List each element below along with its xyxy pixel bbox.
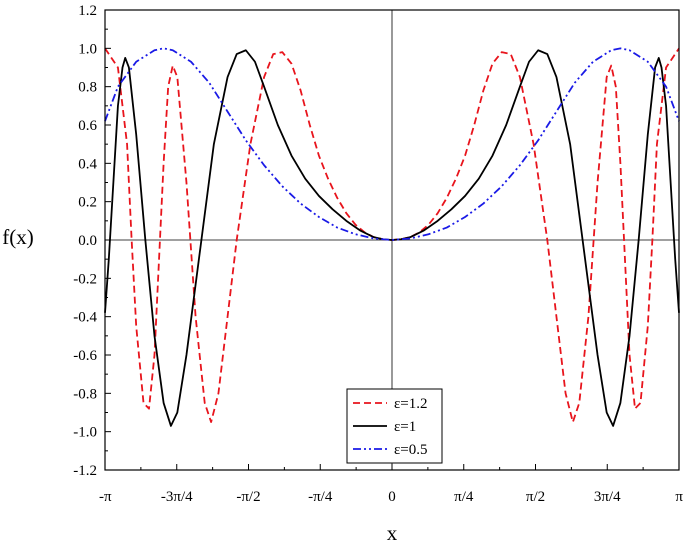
y-tick-label: 0.4 — [78, 156, 97, 172]
y-tick-label: 1.2 — [78, 3, 97, 19]
x-axis-title: x — [387, 521, 398, 545]
x-tick-label: π — [675, 489, 683, 505]
y-tick-label: 0.0 — [78, 233, 97, 249]
y-tick-label: 0.2 — [78, 195, 97, 211]
y-tick-label: -0.2 — [73, 271, 97, 287]
x-tick-label: -π/4 — [308, 489, 333, 505]
tick-marks — [104, 9, 680, 471]
legend: ε=1.2 ε=1 ε=0.5 — [346, 388, 443, 464]
y-tick-label: -1.0 — [73, 425, 97, 441]
x-tick-label: 3π/4 — [594, 489, 621, 505]
series-layer — [104, 47, 680, 427]
y-tick-label: -0.6 — [73, 348, 97, 364]
x-tick-label: π/4 — [454, 489, 474, 505]
legend-label-1: ε=1.2 — [394, 396, 428, 412]
x-tick-label: -π/2 — [236, 489, 260, 505]
series-line-3 — [104, 47, 680, 241]
y-tick-label: -0.4 — [73, 310, 97, 326]
y-tick-label: 1.0 — [78, 41, 97, 57]
y-tick-label: -1.2 — [73, 463, 97, 479]
y-tick-label: -0.8 — [73, 386, 97, 402]
legend-label-2: ε=1 — [394, 419, 416, 435]
y-tick-label: 0.6 — [78, 118, 97, 134]
y-tick-label: 0.8 — [78, 80, 97, 96]
y-tick-labels: -1.2 -1.0 -0.8 -0.6 -0.4 -0.2 0.0 0.2 0.4 0.6 0.8 1… — [73, 3, 97, 479]
x-tick-label: 0 — [388, 489, 396, 505]
series-line-2 — [104, 49, 680, 427]
y-axis-title: f(x) — [2, 225, 33, 249]
legend-label-3: ε=0.5 — [394, 442, 428, 458]
x-tick-labels: -π -3π/4 -π/2 -π/4 0 π/4 π/2 3π/4 π — [99, 489, 683, 505]
x-tick-label: π/2 — [526, 489, 545, 505]
x-tick-label: -π — [99, 489, 112, 505]
x-tick-label: -3π/4 — [161, 489, 193, 505]
